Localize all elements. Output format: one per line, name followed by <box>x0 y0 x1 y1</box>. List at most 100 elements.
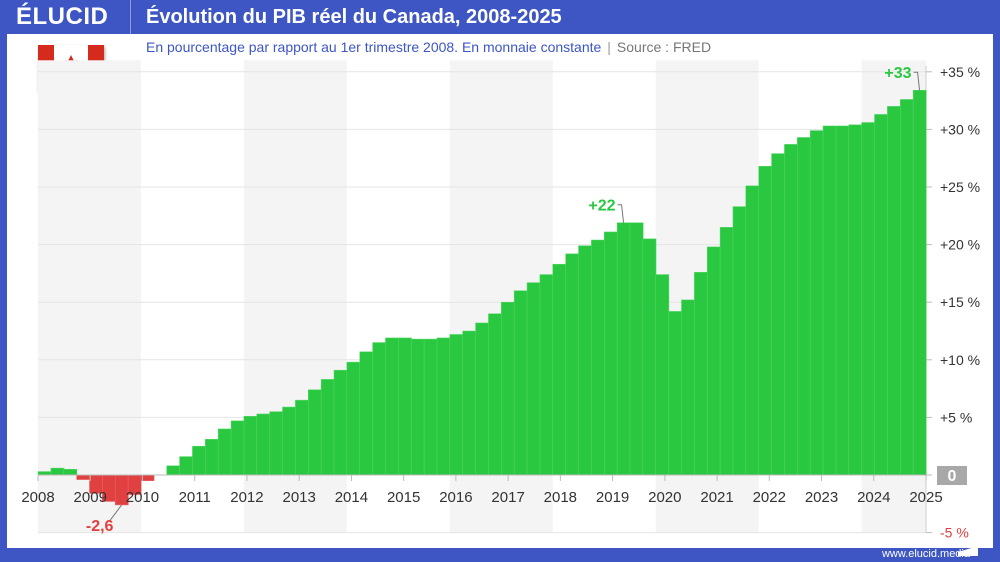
annotation-leader <box>913 71 921 91</box>
x-tick-label: 2008 <box>21 489 54 506</box>
bar <box>269 411 284 476</box>
bar <box>604 231 618 476</box>
annotation-leader <box>617 204 625 223</box>
website-url: www.elucid.media <box>881 548 970 560</box>
x-tick-label: 2024 <box>857 489 890 506</box>
bar <box>848 124 863 476</box>
bar <box>475 322 489 476</box>
bar <box>423 338 438 476</box>
x-tick-label: 2012 <box>230 489 263 506</box>
bar <box>874 114 888 476</box>
bar <box>320 379 335 476</box>
annotation-label: +22 <box>588 198 615 215</box>
bar <box>642 238 657 476</box>
bar <box>758 166 773 476</box>
bar <box>308 389 322 476</box>
bar <box>333 369 348 476</box>
bar <box>526 282 541 476</box>
bar <box>900 99 914 476</box>
x-tick-label: 2021 <box>700 489 733 506</box>
bar <box>565 253 580 476</box>
x-tick-label: 2025 <box>909 489 942 506</box>
zero-label-box <box>937 466 967 485</box>
bar <box>488 313 502 476</box>
bar <box>501 301 515 476</box>
x-tick-label: 2014 <box>335 489 368 506</box>
bar <box>436 337 451 476</box>
y-tick-label: +35 % <box>940 64 980 80</box>
bar <box>205 439 219 476</box>
x-tick-label: 2013 <box>282 489 315 506</box>
bar <box>192 445 206 476</box>
y-tick-label: +20 % <box>940 237 980 253</box>
y-tick-label: +5 % <box>940 409 972 425</box>
y-tick-label: +15 % <box>940 294 980 310</box>
bar <box>745 185 760 476</box>
source-text: Source : FRED <box>616 39 712 55</box>
bar <box>694 271 708 476</box>
bar <box>706 246 721 476</box>
bar <box>76 474 91 480</box>
bar <box>50 467 65 476</box>
annotation-leader <box>109 504 123 522</box>
elucid-logo: ÉLUCID <box>16 3 109 30</box>
background-band <box>38 60 141 533</box>
x-tick-label: 2017 <box>491 489 524 506</box>
x-tick-label: 2009 <box>74 489 107 506</box>
bar <box>655 274 670 476</box>
bar <box>513 290 528 476</box>
corner-mark-icon <box>958 546 978 556</box>
bar <box>719 227 734 476</box>
chart-title: Évolution du PIB réel du Canada, 2008-20… <box>146 6 562 28</box>
bar <box>37 471 52 476</box>
y-tick-label: 0 <box>948 468 957 485</box>
bar <box>256 413 271 476</box>
bar <box>784 144 798 476</box>
header-divider <box>130 0 131 34</box>
x-tick-label: 2011 <box>179 489 211 506</box>
bar <box>578 245 592 476</box>
x-tick-label: 2015 <box>387 489 420 506</box>
bar <box>295 399 309 476</box>
bar <box>462 330 477 476</box>
bar <box>398 337 412 476</box>
bar <box>230 420 245 476</box>
bar <box>797 137 811 476</box>
y-tick-label: -5 % <box>940 525 969 541</box>
bar <box>372 342 387 476</box>
x-tick-label: 2010 <box>126 489 159 506</box>
y-tick-label: +25 % <box>940 179 980 195</box>
bar <box>887 106 901 476</box>
annotation-label: +33 <box>884 65 911 82</box>
x-tick-label: 2023 <box>805 489 838 506</box>
bar <box>217 428 232 476</box>
annotation-label: -2,6 <box>86 518 114 535</box>
bar <box>243 415 258 476</box>
bar <box>809 130 824 476</box>
x-tick-label: 2018 <box>544 489 577 506</box>
bar <box>282 406 296 476</box>
bar <box>732 206 747 476</box>
y-tick-label: +30 % <box>940 121 980 137</box>
bar <box>63 468 78 476</box>
bar <box>681 299 695 476</box>
header: ÉLUCID Évolution du PIB réel du Canada, … <box>0 0 1000 34</box>
bar <box>359 351 374 476</box>
bar <box>449 334 464 476</box>
bar <box>539 274 554 476</box>
bar <box>179 456 193 476</box>
chart-subtitle: En pourcentage par rapport au 1er trimes… <box>146 39 711 55</box>
bar <box>629 222 644 476</box>
y-tick-label: +10 % <box>940 352 980 368</box>
bar <box>861 122 876 476</box>
bar <box>616 222 631 476</box>
bar <box>552 263 567 476</box>
bar <box>591 239 605 476</box>
bar <box>912 89 927 476</box>
bar <box>835 125 850 476</box>
bar <box>410 338 425 476</box>
bar <box>771 153 785 476</box>
bar <box>385 337 399 476</box>
subtitle-text: En pourcentage par rapport au 1er trimes… <box>146 39 602 55</box>
